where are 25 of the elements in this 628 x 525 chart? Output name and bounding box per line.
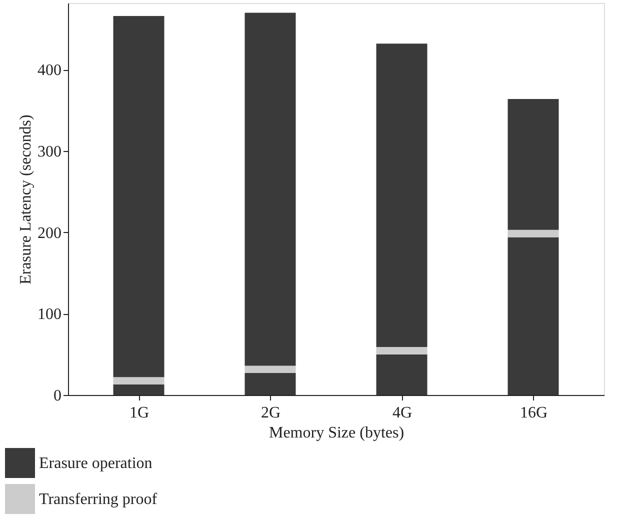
- y-tick-label: 0: [54, 388, 62, 404]
- y-tick-label: 400: [38, 62, 62, 80]
- bar: [376, 354, 428, 395]
- bar: [376, 44, 428, 348]
- x-axis-title: Memory Size (bytes): [268, 424, 404, 442]
- bar: [113, 377, 164, 384]
- x-tick-label: 4G: [392, 404, 412, 422]
- legend-label: Transferring proof: [39, 491, 158, 508]
- bar: [113, 384, 164, 395]
- legend-label: Erasure operation: [39, 455, 152, 472]
- bar: [244, 373, 296, 395]
- y-tick-label: 300: [38, 144, 62, 161]
- bar: [508, 237, 559, 395]
- bar: [244, 366, 296, 374]
- x-tick-label: 16G: [520, 404, 548, 422]
- x-tick-label: 2G: [260, 404, 281, 422]
- bar: [376, 347, 428, 354]
- y-axis-title: Erasure Latency (seconds): [18, 114, 34, 284]
- bar: [508, 98, 559, 230]
- bar: [113, 16, 164, 378]
- x-tick-label: 1G: [129, 404, 150, 422]
- bar: [508, 230, 559, 238]
- y-tick-label: 100: [38, 306, 62, 324]
- y-tick-label: 200: [38, 224, 62, 242]
- bar: [244, 12, 296, 366]
